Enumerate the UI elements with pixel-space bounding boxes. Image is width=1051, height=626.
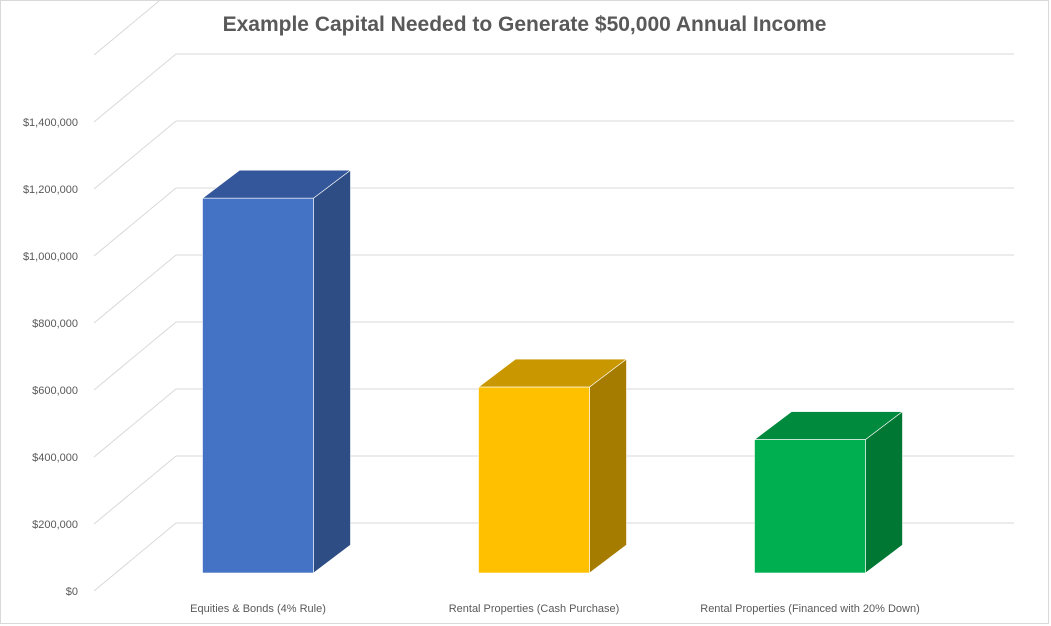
y-tick-label: $1,000,000 bbox=[23, 251, 78, 263]
bar-side-face bbox=[865, 410, 903, 574]
bar-1 bbox=[201, 169, 352, 574]
gridline-diagonal bbox=[93, 455, 177, 525]
category-label: Rental Properties (Cash Purchase) bbox=[449, 603, 620, 615]
x-axis-categories: Equities & Bonds (4% Rule) Rental Propert… bbox=[190, 603, 920, 615]
bars bbox=[201, 169, 904, 574]
category-label: Rental Properties (Financed with 20% Dow… bbox=[700, 603, 920, 615]
gridline-diagonal bbox=[93, 1, 160, 56]
y-tick-label: $800,000 bbox=[32, 318, 78, 330]
bar-3 bbox=[753, 410, 904, 574]
bar-front-face bbox=[478, 386, 590, 574]
bar-side-face bbox=[313, 169, 351, 574]
y-tick-label: $1,200,000 bbox=[23, 184, 78, 196]
chart-title: Example Capital Needed to Generate $50,0… bbox=[222, 13, 827, 36]
gridline-diagonal bbox=[93, 321, 177, 391]
bar-side-face bbox=[589, 358, 627, 574]
bar-front-face bbox=[202, 197, 314, 574]
gridline-diagonal bbox=[93, 522, 177, 592]
bar-front-face bbox=[754, 439, 866, 574]
y-tick-label: $400,000 bbox=[32, 452, 78, 464]
bar-2 bbox=[477, 358, 628, 574]
gridline-diagonal bbox=[93, 120, 177, 190]
y-axis-ticks: $0 $200,000 $400,000 $600,000 $800,000 $1,000… bbox=[23, 117, 78, 598]
gridline-diagonal bbox=[93, 388, 177, 458]
gridline-diagonal bbox=[93, 254, 177, 324]
y-tick-label: $600,000 bbox=[32, 385, 78, 397]
gridline-diagonal bbox=[93, 53, 177, 123]
y-tick-label: $200,000 bbox=[32, 519, 78, 531]
gridline-diagonal bbox=[93, 187, 177, 257]
category-label: Equities & Bonds (4% Rule) bbox=[190, 603, 326, 615]
y-tick-label: $0 bbox=[66, 586, 78, 598]
y-tick-label: $1,400,000 bbox=[23, 117, 78, 129]
